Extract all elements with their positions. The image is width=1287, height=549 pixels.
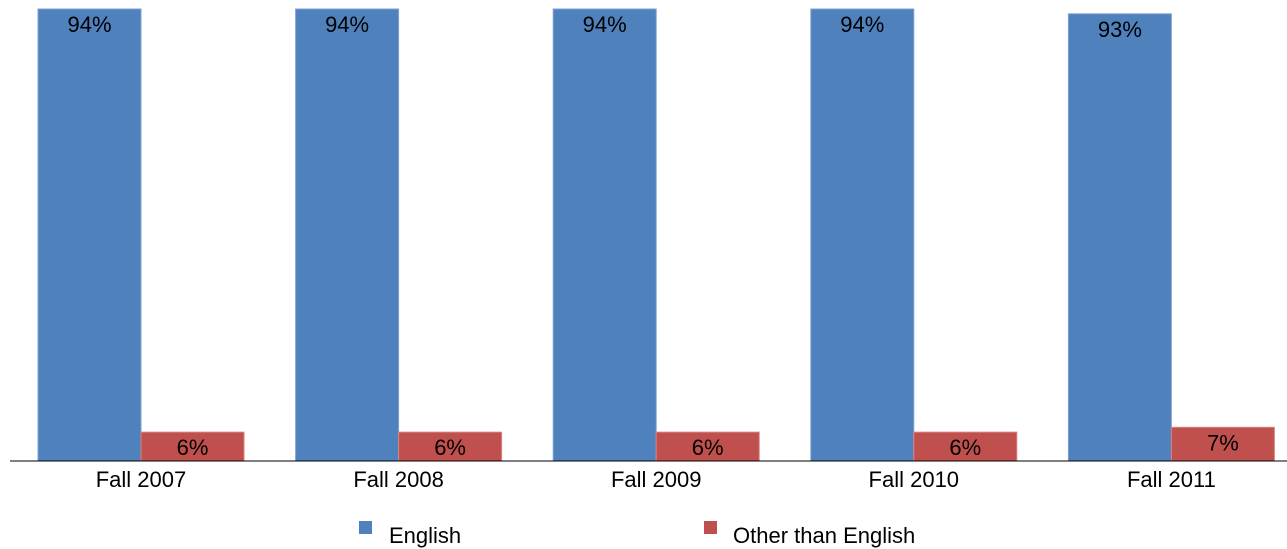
bar-english-2 <box>295 8 400 462</box>
data-label-english-2: 94% <box>325 12 369 37</box>
bar-other-2 <box>398 431 503 462</box>
data-label-other-5: 7% <box>1207 430 1239 455</box>
legend-label-english: English <box>389 523 461 548</box>
data-label-english-3: 94% <box>583 12 627 37</box>
x-tick-labels: Fall 2007 Fall 2008 Fall 2009 Fall 2010 Fall… <box>96 467 1216 492</box>
bar-other-1 <box>140 431 245 462</box>
data-label-other-4: 6% <box>949 435 981 460</box>
data-label-english-5: 93% <box>1098 17 1142 42</box>
bar-english-4 <box>810 8 915 462</box>
data-label-english-1: 94% <box>67 12 111 37</box>
bar-english-1 <box>37 8 142 462</box>
legend-swatch-other <box>704 521 717 534</box>
bar-english-3 <box>552 8 657 462</box>
data-label-other-2: 6% <box>434 435 466 460</box>
x-tick-label-4: Fall 2010 <box>869 467 960 492</box>
bars-layer: 94% 6% 94% 6% 94% 6% 94% 6% 93% 7% <box>37 8 1275 462</box>
legend: English Other than English <box>359 521 915 548</box>
bar-other-4 <box>913 431 1018 462</box>
bar-english-5 <box>1067 13 1172 462</box>
x-tick-label-1: Fall 2007 <box>96 467 187 492</box>
x-tick-label-2: Fall 2008 <box>353 467 444 492</box>
data-label-english-4: 94% <box>840 12 884 37</box>
legend-label-other: Other than English <box>733 523 915 548</box>
x-tick-label-3: Fall 2009 <box>611 467 702 492</box>
legend-swatch-english <box>359 521 372 534</box>
data-label-other-3: 6% <box>692 435 724 460</box>
data-label-other-1: 6% <box>177 435 209 460</box>
x-tick-label-5: Fall 2011 <box>1127 467 1216 492</box>
